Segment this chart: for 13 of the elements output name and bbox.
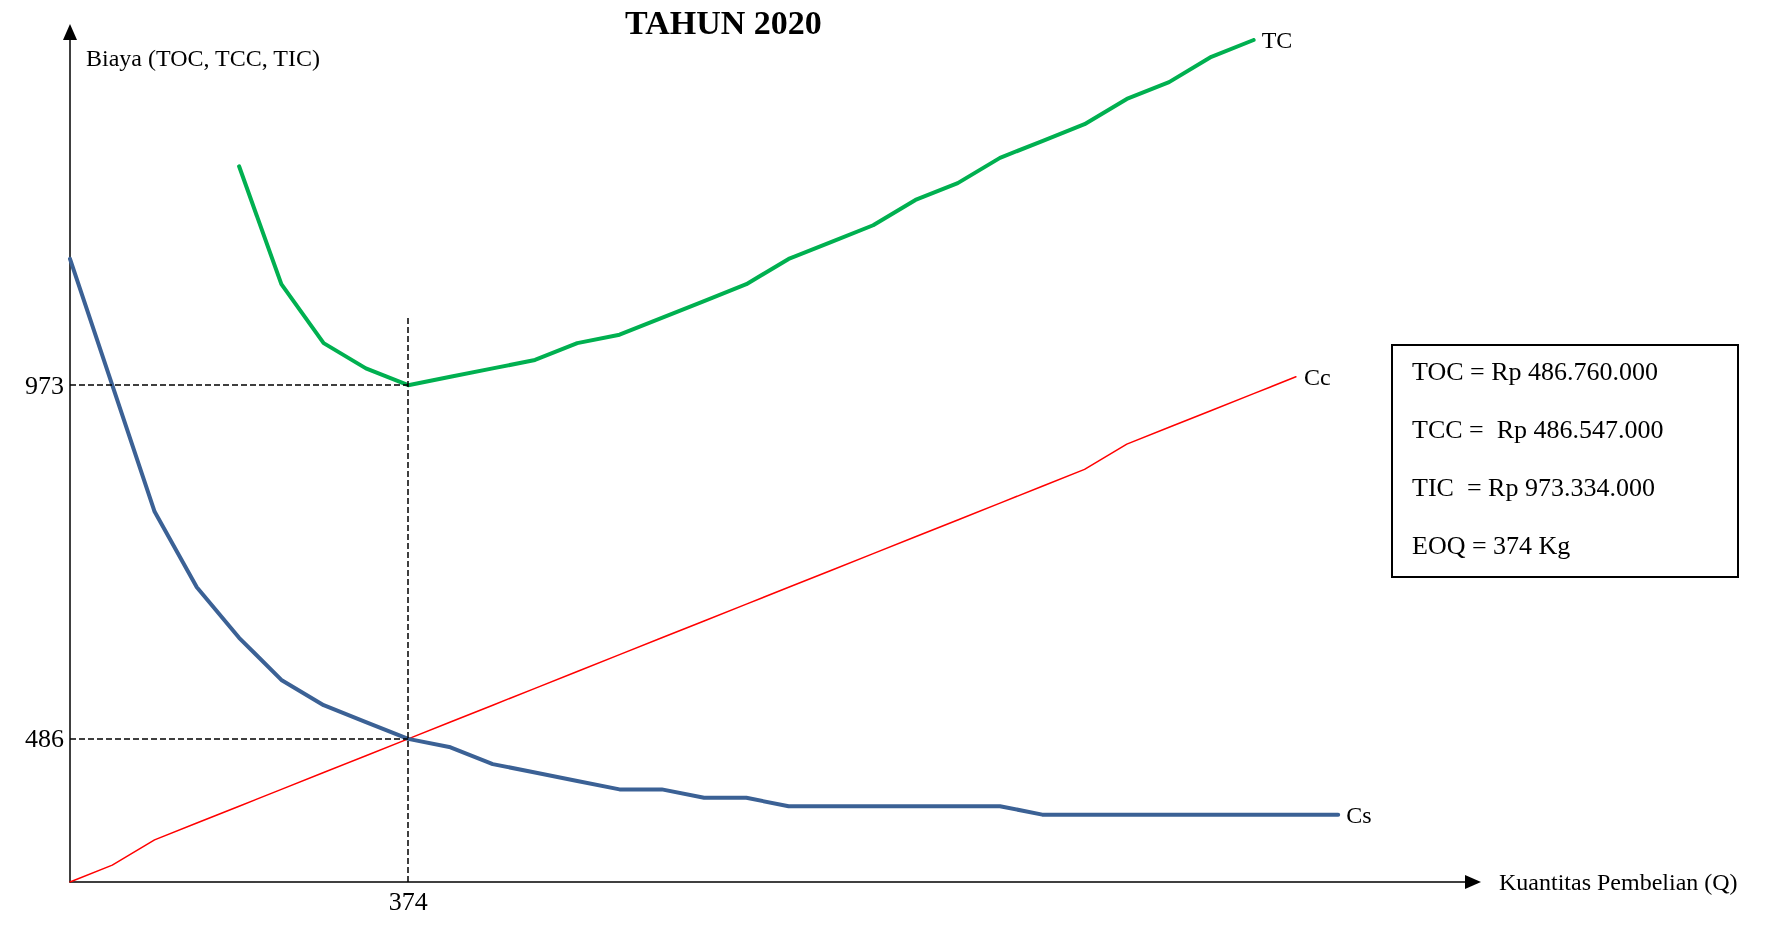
x-axis-title: Kuantitas Pembelian (Q): [1499, 869, 1738, 895]
annotation: EOQ = 374 Kg: [1412, 530, 1571, 560]
series-label: TC: [1261, 27, 1293, 53]
annotation: TCC = Rp 486.547.000: [1412, 414, 1664, 444]
series-label: Cs: [1346, 801, 1372, 828]
y-axis-title: Biaya (TOC, TCC, TIC): [86, 45, 320, 71]
annotation: TOC = Rp 486.760.000: [1412, 356, 1659, 386]
text: 973: [25, 370, 64, 400]
series-label: Cc: [1303, 363, 1331, 390]
chart-title: TAHUN 2020: [625, 3, 822, 41]
text: 486: [25, 724, 64, 754]
annotation: TIC = Rp 973.334.000: [1412, 472, 1655, 502]
text: 374: [388, 886, 428, 916]
